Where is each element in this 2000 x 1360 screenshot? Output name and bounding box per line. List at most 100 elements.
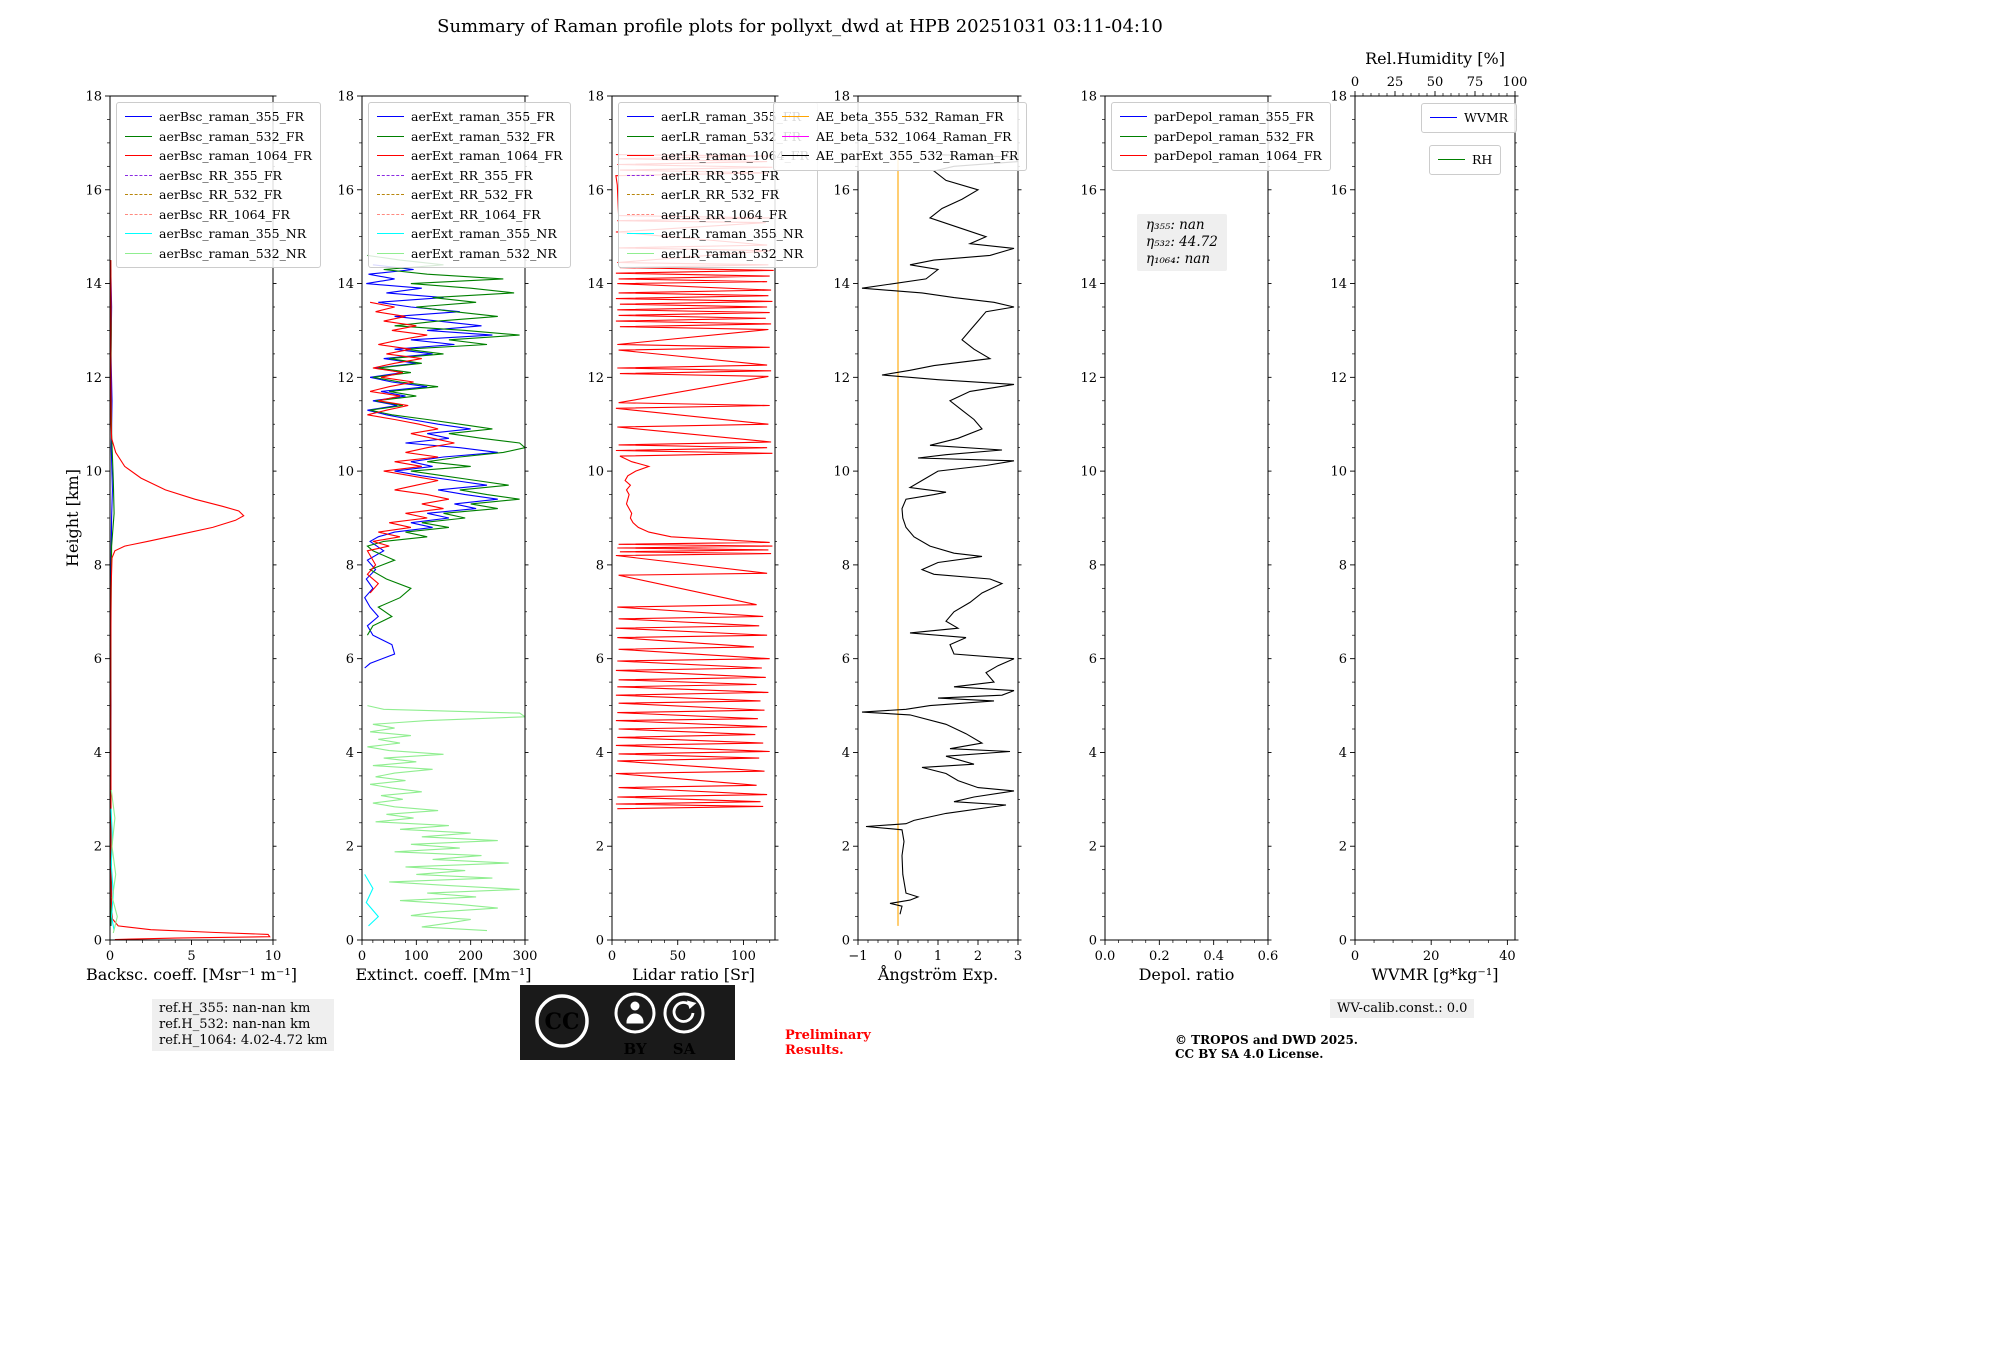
eta-1064-value: η₁₀₆₄: nan xyxy=(1146,251,1211,267)
ytick-lr-4: 4 xyxy=(596,746,604,761)
series-aerExt_raman_532_FR xyxy=(366,254,525,636)
reference-heights-box: ref.H_355: nan-nan km ref.H_532: nan-nan… xyxy=(152,999,335,1051)
person-head-icon xyxy=(630,1001,640,1011)
legend-item-aerExt_raman_532_NR: aerExt_raman_532_NR xyxy=(377,244,562,264)
top-tick-25: 25 xyxy=(1387,75,1404,90)
legend-line-sample xyxy=(627,194,654,196)
legend-item-AE_parExt_355_532_Raman_FR: AE_parExt_355_532_Raman_FR xyxy=(782,146,1018,166)
legend-item-aerBsc_raman_1064_FR: aerBsc_raman_1064_FR xyxy=(125,146,312,166)
legend-line-sample xyxy=(125,252,152,254)
preliminary-line1: Preliminary xyxy=(785,1028,871,1043)
cc-text: CC xyxy=(544,1009,579,1035)
xtick-ae-3: 2 xyxy=(974,949,982,964)
eta-532-value: η₅₃₂: 44.72 xyxy=(1146,234,1218,250)
series-aerExt_raman_1064_FR xyxy=(366,301,455,594)
legend-line-sample xyxy=(125,194,152,196)
figure-title: Summary of Raman profile plots for polly… xyxy=(437,16,1163,37)
by-person-circle-icon xyxy=(614,992,656,1034)
legend-line-sample xyxy=(627,213,654,215)
legend-item-aerExt_raman_1064_FR: aerExt_raman_1064_FR xyxy=(377,146,562,166)
legend-label: RH xyxy=(1472,152,1493,167)
series-aerExt_raman_355_FR xyxy=(364,264,498,669)
legend-item-aerBsc_raman_355_FR: aerBsc_raman_355_FR xyxy=(125,107,312,127)
legend-label: aerLR_raman_532_NR xyxy=(661,245,804,261)
legend-label: AE_beta_532_1064_Raman_FR xyxy=(816,128,1012,144)
legend-item-aerLR_raman_1064_FR: aerLR_raman_1064_FR xyxy=(627,146,809,166)
legend-item-AE_beta_355_532_Raman_FR: AE_beta_355_532_Raman_FR xyxy=(782,107,1018,127)
legend-label: aerLR_raman_355_NR xyxy=(661,226,804,241)
ytick-lr-16: 16 xyxy=(587,183,604,198)
series-aerBsc_raman_1064_FR xyxy=(110,260,271,940)
xtick-wvmr-0: 0 xyxy=(1351,949,1359,964)
legend-line-sample xyxy=(125,116,152,118)
axes-frame-wvmr xyxy=(1354,95,1516,941)
sa-arrow-circle-icon xyxy=(663,992,705,1034)
xlabel-ext: Extinct. coeff. [Mm⁻¹] xyxy=(355,965,531,984)
legend-line-sample xyxy=(377,233,404,235)
legend-line-sample xyxy=(125,233,152,235)
ytick-backsc-6: 6 xyxy=(94,652,102,667)
legend-item-aerBsc_RR_532_FR: aerBsc_RR_532_FR xyxy=(125,185,312,205)
ytick-ae-12: 12 xyxy=(833,371,850,386)
ytick-backsc-14: 14 xyxy=(85,277,102,292)
legend-item-aerExt_raman_532_FR: aerExt_raman_532_FR xyxy=(377,127,562,147)
ytick-depol-6: 6 xyxy=(1089,652,1097,667)
ytick-backsc-16: 16 xyxy=(85,183,102,198)
axes-frame-ae xyxy=(857,95,1019,941)
ytick-ext-18: 18 xyxy=(337,90,354,105)
legend-label: parDepol_raman_355_FR xyxy=(1154,109,1314,124)
ytick-wvmr-6: 6 xyxy=(1339,652,1347,667)
xlabel-depol: Depol. ratio xyxy=(1139,965,1235,984)
ytick-wvmr-2: 2 xyxy=(1339,840,1347,855)
ytick-depol-8: 8 xyxy=(1089,558,1097,573)
legend-label: aerExt_raman_355_NR xyxy=(411,226,557,241)
legend-label: aerLR_raman_532_FR xyxy=(661,128,802,144)
xtick-backsc-1: 5 xyxy=(187,949,195,964)
ref-height-532: ref.H_532: nan-nan km xyxy=(159,1017,311,1032)
panel-depol: 0 2 4 6 8 10 12 14 16 18 0.0 0.2 0.4 0.6 Depol. ratio xyxy=(1080,90,1278,985)
legend-line-sample xyxy=(627,252,654,254)
xlabel-backsc: Backsc. coeff. [Msr⁻¹ m⁻¹] xyxy=(86,965,297,984)
ytick-depol-14: 14 xyxy=(1080,277,1097,292)
legend-item-aerBsc_RR_1064_FR: aerBsc_RR_1064_FR xyxy=(125,205,312,225)
ytick-ae-2: 2 xyxy=(842,840,850,855)
top-tick-0: 0 xyxy=(1351,75,1359,90)
xlabel-lr: Lidar ratio [Sr] xyxy=(632,965,755,984)
legend-item-aerExt_raman_355_NR: aerExt_raman_355_NR xyxy=(377,224,562,244)
ytick-ext-4: 4 xyxy=(346,746,354,761)
xtick-depol-2: 0.4 xyxy=(1203,949,1224,964)
legend-line-sample xyxy=(782,135,809,137)
ytick-depol-16: 16 xyxy=(1080,183,1097,198)
xtick-backsc-0: 0 xyxy=(106,949,114,964)
xtick-ext-3: 300 xyxy=(513,949,538,964)
legend-item-aerBsc_raman_532_NR: aerBsc_raman_532_NR xyxy=(125,244,312,264)
legend-item-aerExt_RR_355_FR: aerExt_RR_355_FR xyxy=(377,166,562,186)
xtick-depol-0: 0.0 xyxy=(1095,949,1116,964)
copyright-line1: © TROPOS and DWD 2025. xyxy=(1175,1033,1358,1047)
series-aerExt_raman_532_NR xyxy=(367,705,525,932)
xtick-ae-0: −1 xyxy=(848,949,867,964)
legend-line-sample xyxy=(1120,116,1147,118)
legend-RH: RH xyxy=(1429,145,1502,175)
ytick-lr-12: 12 xyxy=(587,371,604,386)
ytick-ext-6: 6 xyxy=(346,652,354,667)
legend-line-sample xyxy=(377,174,404,176)
ytick-ae-18: 18 xyxy=(833,90,850,105)
cc-circle-icon xyxy=(535,994,589,1048)
legend-line-sample xyxy=(1120,155,1147,157)
wv-calib-const-box: WV-calib.const.: 0.0 xyxy=(1330,999,1475,1018)
copyright-note: © TROPOS and DWD 2025. CC BY SA 4.0 Lice… xyxy=(1175,1033,1358,1061)
ytick-ext-2: 2 xyxy=(346,840,354,855)
cc-by-sa-badge: CC BY SA xyxy=(520,985,735,1060)
legend-line-sample xyxy=(782,155,809,157)
ytick-ext-14: 14 xyxy=(337,277,354,292)
ytick-depol-10: 10 xyxy=(1080,465,1097,480)
ytick-backsc-4: 4 xyxy=(94,746,102,761)
xtick-ext-2: 200 xyxy=(458,949,483,964)
eta-annotation-box: η₃₅₅: nan η₅₃₂: 44.72 η₁₀₆₄: nan xyxy=(1137,214,1227,271)
legend-line-sample xyxy=(1430,117,1457,119)
xtick-ae-1: 0 xyxy=(894,949,902,964)
legend-item-aerLR_raman_355_FR: aerLR_raman_355_FR xyxy=(627,107,809,127)
ytick-wvmr-14: 14 xyxy=(1330,277,1347,292)
